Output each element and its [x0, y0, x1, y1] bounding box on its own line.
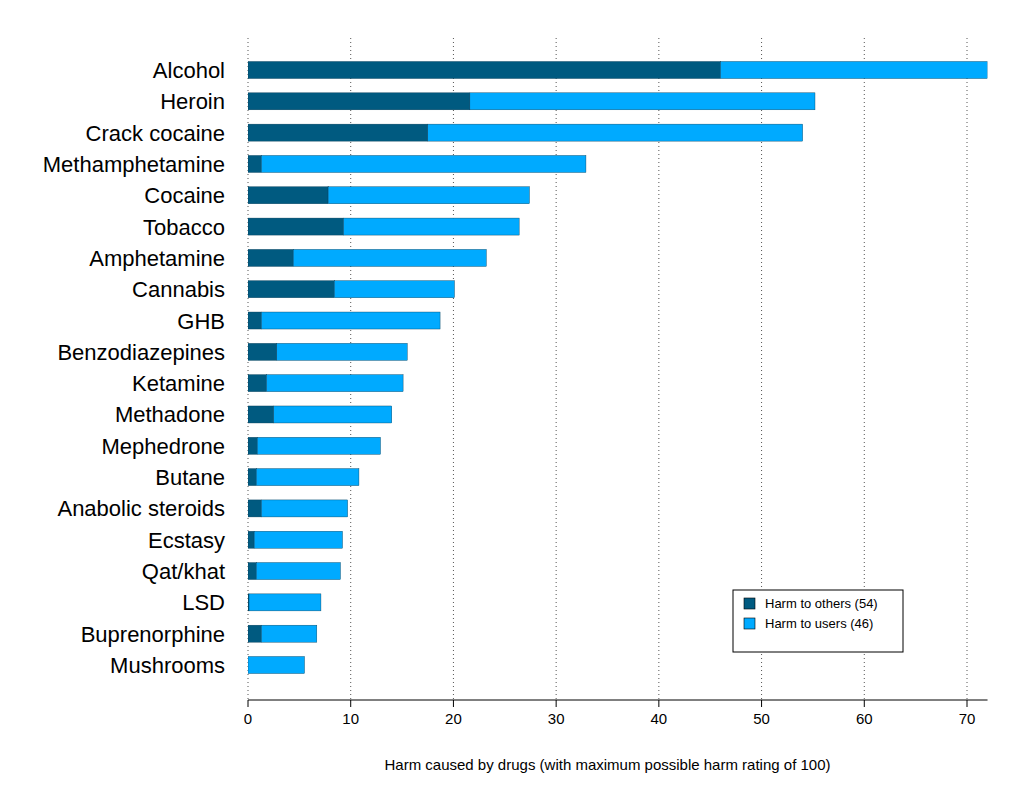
bar	[248, 531, 254, 548]
bar	[248, 625, 261, 642]
bars	[248, 62, 988, 674]
category-label: Benzodiazepines	[57, 340, 225, 365]
tick-label: 20	[445, 710, 462, 727]
category-label: Methamphetamine	[43, 152, 225, 177]
category-label: Cocaine	[144, 183, 225, 208]
grid	[248, 38, 967, 700]
bar	[248, 563, 256, 580]
bar	[249, 594, 321, 611]
category-labels: Alcohol Heroin Crack cocaine Methamphetamin…	[43, 58, 225, 678]
bar	[248, 187, 328, 204]
category-label: Methadone	[115, 402, 225, 427]
bar	[334, 281, 454, 298]
bar	[328, 187, 529, 204]
bar	[261, 625, 316, 642]
tick	[658, 700, 659, 707]
tick	[248, 700, 249, 707]
axis-line	[248, 700, 988, 701]
tick	[967, 700, 968, 707]
category-label: Buprenorphine	[81, 622, 225, 647]
bar	[248, 406, 274, 423]
bar	[261, 312, 440, 329]
tick-label: 70	[959, 710, 976, 727]
tick	[453, 700, 454, 707]
legend-swatch	[744, 618, 755, 629]
bar	[248, 124, 428, 141]
bar	[248, 375, 266, 392]
tick	[556, 700, 557, 707]
tick-label: 40	[651, 710, 668, 727]
bar	[248, 62, 720, 79]
bar	[248, 437, 257, 454]
tick-label: 10	[342, 710, 359, 727]
bar	[248, 657, 304, 674]
tick	[350, 700, 351, 707]
bar	[248, 249, 293, 266]
legend: Harm to others (54) Harm to users (46)	[733, 590, 903, 652]
category-label: Alcohol	[153, 58, 225, 83]
x-axis: 0 10 20 30 40 50 60 70	[244, 700, 988, 727]
bar	[293, 249, 486, 266]
legend-label: Harm to users (46)	[765, 616, 873, 631]
bar	[248, 312, 261, 329]
category-label: Mushrooms	[110, 653, 225, 678]
bar	[248, 500, 261, 517]
legend-box	[733, 590, 903, 652]
x-axis-label: Harm caused by drugs (with maximum possi…	[384, 756, 830, 773]
category-label: Ecstasy	[148, 528, 225, 553]
bar	[248, 469, 256, 486]
category-label: Cannabis	[132, 277, 225, 302]
tick-label: 0	[244, 710, 252, 727]
bar	[248, 93, 470, 110]
bar	[256, 563, 340, 580]
legend-label: Harm to others (54)	[765, 596, 878, 611]
category-label: LSD	[182, 590, 225, 615]
bar	[254, 531, 342, 548]
bar	[257, 437, 380, 454]
category-label: Anabolic steroids	[57, 496, 225, 521]
category-label: Heroin	[160, 89, 225, 114]
bar	[248, 281, 334, 298]
tick	[864, 700, 865, 707]
bar	[428, 124, 803, 141]
legend-swatch	[744, 598, 755, 609]
category-label: Ketamine	[132, 371, 225, 396]
bar	[470, 93, 815, 110]
tick	[761, 700, 762, 707]
bar	[344, 218, 520, 235]
bar	[261, 500, 347, 517]
tick-label: 50	[753, 710, 770, 727]
bar	[266, 375, 403, 392]
bar	[248, 343, 277, 360]
bar	[720, 62, 987, 79]
category-label: Butane	[155, 465, 225, 490]
tick-label: 30	[548, 710, 565, 727]
category-label: Amphetamine	[89, 246, 225, 271]
bar	[274, 406, 392, 423]
category-label: Crack cocaine	[86, 121, 225, 146]
category-label: Qat/khat	[142, 559, 225, 584]
chart: Alcohol Heroin Crack cocaine Methamphetamin…	[0, 0, 1024, 791]
bar	[248, 218, 344, 235]
bar	[248, 155, 261, 172]
tick-label: 60	[856, 710, 873, 727]
category-label: Tobacco	[143, 215, 225, 240]
category-label: Mephedrone	[101, 434, 225, 459]
bar	[256, 469, 359, 486]
grid-line	[967, 38, 968, 700]
category-label: GHB	[177, 309, 225, 334]
bar	[261, 155, 586, 172]
bar	[277, 343, 407, 360]
